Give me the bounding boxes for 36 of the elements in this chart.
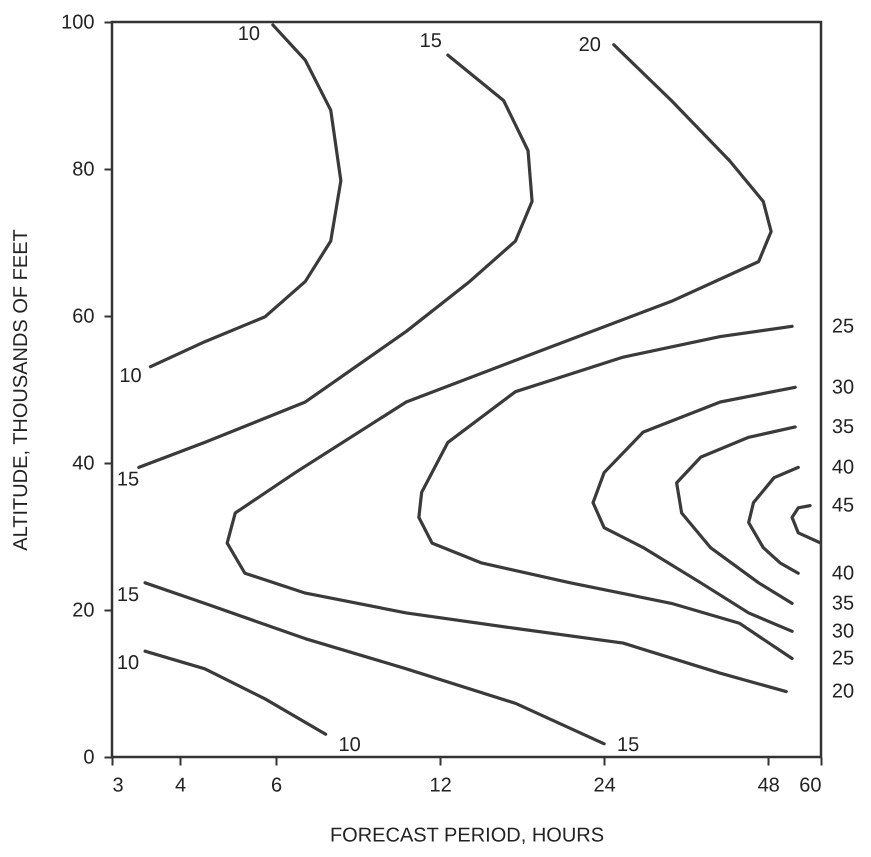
series-label: 25 [832,315,854,338]
text: 35 [832,592,854,614]
text: 10 [238,23,260,45]
y-tick-label: 40 [72,452,94,474]
series-label: 45 [832,494,854,517]
text: 15 [420,30,442,52]
text: 15 [617,734,640,756]
line-series [143,650,328,736]
y-tick-label: 20 [72,600,94,622]
x-tick-label: 4 [175,774,186,796]
x-tick-label: 60 [799,774,822,796]
text: 10 [338,734,361,756]
y-tick-label: 100 [61,12,94,34]
x-axis-title: FORECAST PERIOD, HOURS [330,824,604,846]
series-label: 35 [832,416,854,438]
series-label: 10 [116,652,140,674]
y-axis-title: ALTITUDE, THOUSANDS OF FEET [10,229,32,551]
text: 40 [832,562,854,584]
series-label: 20 [578,34,601,56]
y-tick-label: 60 [72,306,94,328]
x-tick-label: 3 [112,774,124,796]
x-tick-label: 48 [758,774,780,796]
text: 20 [832,680,854,703]
y-tick-label: 0 [83,746,94,768]
series-label: 30 [832,376,854,398]
text: 30 [832,620,854,642]
line-series [747,466,800,575]
x-tick-label: 12 [429,774,452,796]
text: 25 [832,648,854,670]
series-label: 40 [832,456,854,478]
x-tick-label: 6 [270,774,282,796]
series-label: 15 [116,468,140,490]
series-label: 15 [116,584,140,606]
x-tick-label: 24 [594,774,616,796]
series-label: 10 [119,364,142,387]
y-tick-label: 80 [72,158,94,180]
